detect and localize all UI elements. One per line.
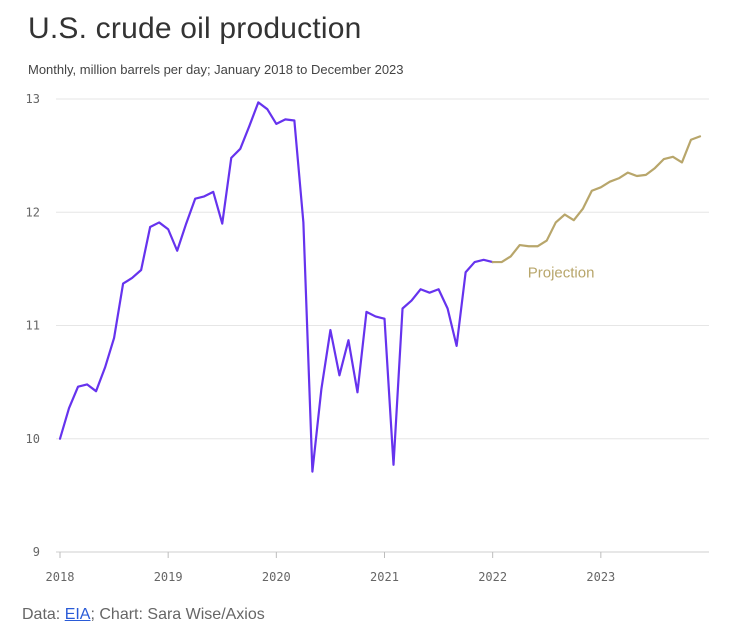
data-point bbox=[627, 171, 629, 173]
grid bbox=[56, 99, 709, 552]
data-point bbox=[699, 135, 701, 137]
x-tick-label: 2019 bbox=[154, 570, 183, 584]
data-point bbox=[302, 221, 304, 223]
data-point bbox=[248, 125, 250, 127]
footer-prefix: Data: bbox=[22, 606, 65, 623]
data-point bbox=[167, 228, 169, 230]
data-point bbox=[437, 288, 439, 290]
data-point bbox=[464, 271, 466, 273]
data-point bbox=[203, 195, 205, 197]
data-point bbox=[410, 299, 412, 301]
data-point bbox=[68, 407, 70, 409]
data-point bbox=[519, 244, 521, 246]
data-point bbox=[311, 470, 313, 472]
data-point bbox=[690, 139, 692, 141]
data-point bbox=[509, 255, 511, 257]
y-tick-label: 11 bbox=[26, 319, 40, 333]
data-point bbox=[275, 123, 277, 125]
data-point bbox=[113, 337, 115, 339]
y-tick-label: 12 bbox=[26, 205, 40, 219]
data-point bbox=[645, 174, 647, 176]
y-tick-label: 13 bbox=[26, 92, 40, 106]
data-point bbox=[609, 180, 611, 182]
data-point bbox=[455, 345, 457, 347]
data-point bbox=[491, 261, 493, 263]
series bbox=[59, 101, 701, 473]
data-point bbox=[663, 158, 665, 160]
x-tick-label: 2020 bbox=[262, 570, 291, 584]
data-point bbox=[239, 148, 241, 150]
annotations: Projection bbox=[528, 264, 595, 281]
data-point bbox=[257, 101, 259, 103]
data-point bbox=[347, 339, 349, 341]
data-point bbox=[618, 177, 620, 179]
data-point bbox=[356, 391, 358, 393]
series-line-projection bbox=[493, 136, 700, 262]
data-point bbox=[555, 221, 557, 223]
data-point bbox=[528, 245, 530, 247]
footer-credit: ; Chart: Sara Wise/Axios bbox=[90, 606, 264, 623]
data-point bbox=[654, 167, 656, 169]
data-point bbox=[185, 222, 187, 224]
data-point bbox=[546, 239, 548, 241]
data-point bbox=[293, 119, 295, 121]
data-point bbox=[537, 245, 539, 247]
data-point bbox=[564, 213, 566, 215]
data-point bbox=[392, 464, 394, 466]
data-point bbox=[672, 156, 674, 158]
data-point bbox=[158, 221, 160, 223]
chart-footer: Data: EIA; Chart: Sara Wise/Axios bbox=[22, 606, 265, 624]
data-point bbox=[194, 197, 196, 199]
data-point bbox=[230, 157, 232, 159]
data-point bbox=[221, 222, 223, 224]
data-point bbox=[374, 315, 376, 317]
data-point bbox=[329, 329, 331, 331]
data-point bbox=[591, 190, 593, 192]
source-link[interactable]: EIA bbox=[65, 606, 91, 623]
data-point bbox=[338, 374, 340, 376]
data-point bbox=[401, 307, 403, 309]
data-point bbox=[636, 175, 638, 177]
data-point bbox=[149, 226, 151, 228]
line-chart: 9 10 11 12 13 2018 2019 2020 2021 2022 2023 Projec… bbox=[0, 0, 733, 600]
data-point bbox=[428, 291, 430, 293]
data-point bbox=[419, 288, 421, 290]
data-point bbox=[122, 282, 124, 284]
data-point bbox=[365, 311, 367, 313]
x-tick-label: 2022 bbox=[478, 570, 507, 584]
series-line-actual bbox=[60, 102, 493, 471]
data-point bbox=[681, 161, 683, 163]
data-point bbox=[284, 118, 286, 120]
data-point bbox=[104, 366, 106, 368]
x-tick-label: 2018 bbox=[46, 570, 75, 584]
data-point bbox=[176, 250, 178, 252]
data-point bbox=[582, 208, 584, 210]
x-tick-label: 2023 bbox=[586, 570, 615, 584]
data-point bbox=[95, 390, 97, 392]
y-tick-label: 10 bbox=[26, 432, 40, 446]
data-point bbox=[131, 277, 133, 279]
data-point bbox=[212, 191, 214, 193]
data-point bbox=[383, 318, 385, 320]
data-point bbox=[446, 307, 448, 309]
data-point bbox=[59, 438, 61, 440]
data-point bbox=[482, 259, 484, 261]
data-point bbox=[77, 385, 79, 387]
data-point bbox=[500, 261, 502, 263]
y-tick-label: 9 bbox=[33, 545, 40, 559]
data-point bbox=[473, 261, 475, 263]
projection-label: Projection bbox=[528, 264, 595, 281]
data-point bbox=[140, 269, 142, 271]
x-tick-label: 2021 bbox=[370, 570, 399, 584]
data-point bbox=[573, 219, 575, 221]
data-point bbox=[86, 383, 88, 385]
data-point bbox=[320, 388, 322, 390]
data-point bbox=[600, 186, 602, 188]
data-point bbox=[266, 108, 268, 110]
